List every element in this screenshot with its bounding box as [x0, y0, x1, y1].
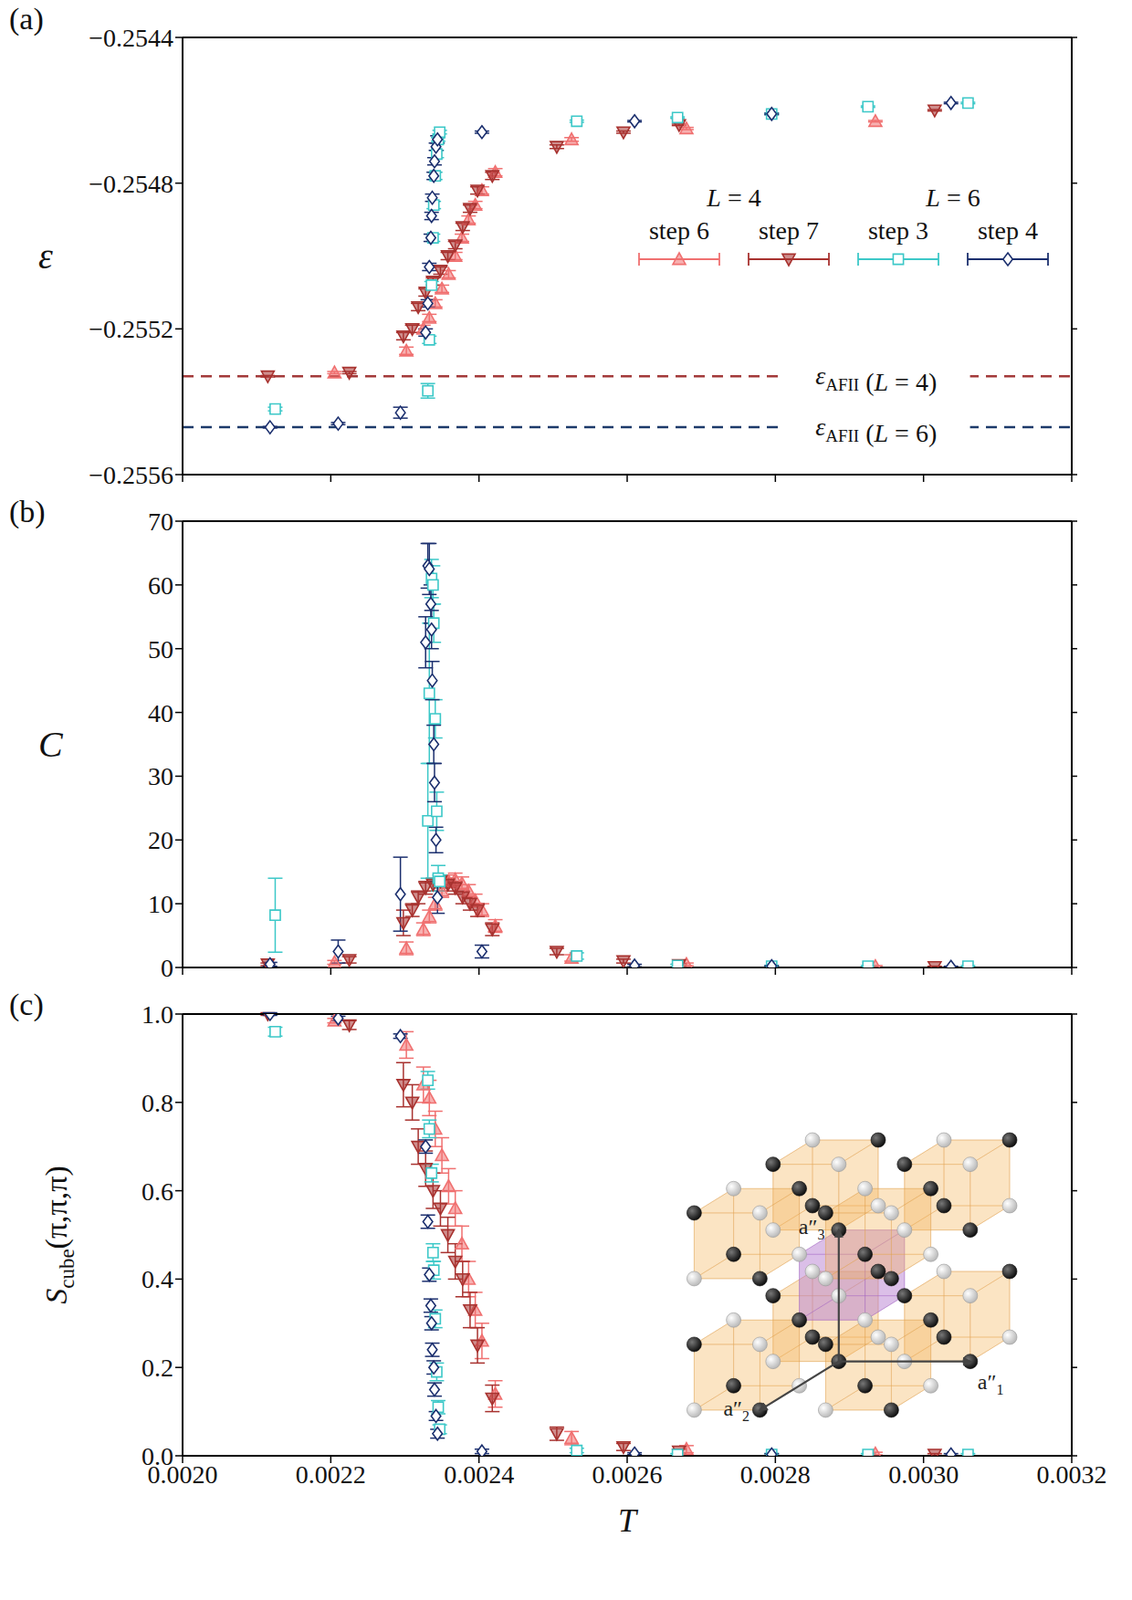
- svg-text:70: 70: [147, 507, 174, 536]
- svg-text:1.0: 1.0: [141, 1000, 174, 1029]
- svg-text:εAFII (L = 4): εAFII (L = 4): [815, 361, 937, 397]
- svg-text:0.4: 0.4: [141, 1265, 174, 1294]
- html-text:(b): (b): [9, 494, 46, 529]
- html-text:(π,π,π): (π,π,π): [39, 1165, 74, 1250]
- svg-text:0: 0: [160, 953, 174, 983]
- html-text:step 7: step 7: [758, 216, 819, 245]
- html-text:L = 6: L = 6: [925, 183, 981, 212]
- html-text:cube: cube: [55, 1249, 79, 1289]
- svg-text:0.6: 0.6: [141, 1177, 174, 1206]
- html-text:step 6: step 6: [648, 216, 710, 245]
- svg-text:30: 30: [147, 762, 174, 791]
- svg-text:20: 20: [147, 826, 174, 855]
- svg-text:a″2: a″2: [723, 1396, 750, 1425]
- svg-text:0.0: 0.0: [141, 1442, 174, 1471]
- svg-text:−0.2544: −0.2544: [88, 23, 174, 53]
- svg-text:0.0026: 0.0026: [592, 1460, 663, 1489]
- html-text:(c): (c): [9, 987, 44, 1022]
- html-text:(a): (a): [9, 1, 44, 36]
- svg-text:εAFII (L = 6): εAFII (L = 6): [815, 412, 937, 448]
- svg-text:−0.2556: −0.2556: [88, 461, 174, 490]
- html-text:T: T: [618, 1502, 637, 1540]
- html-text:step 4: step 4: [977, 216, 1038, 245]
- svg-text:0.8: 0.8: [141, 1089, 174, 1118]
- svg-text:40: 40: [147, 699, 174, 728]
- html-text:step 3: step 3: [868, 216, 929, 245]
- svg-text:60: 60: [147, 571, 174, 600]
- svg-text:−0.2548: −0.2548: [88, 169, 174, 199]
- svg-text:0.0024: 0.0024: [443, 1460, 514, 1489]
- svg-text:0.0028: 0.0028: [740, 1460, 811, 1489]
- html-text:C: C: [38, 723, 63, 765]
- svg-text:50: 50: [147, 635, 174, 664]
- svg-text:10: 10: [147, 890, 174, 919]
- svg-text:0.0032: 0.0032: [1037, 1460, 1108, 1489]
- svg-text:0.0020: 0.0020: [147, 1460, 218, 1489]
- svg-text:a″1: a″1: [977, 1370, 1005, 1398]
- html-text:S: S: [39, 1288, 74, 1305]
- svg-text:a″3: a″3: [798, 1215, 826, 1243]
- html-text:L = 4: L = 4: [706, 183, 762, 212]
- svg-text:0.0022: 0.0022: [295, 1460, 367, 1489]
- svg-text:0.0030: 0.0030: [888, 1460, 959, 1489]
- svg-text:0.2: 0.2: [141, 1353, 174, 1383]
- svg-text:−0.2552: −0.2552: [88, 314, 174, 344]
- html-text:ε: ε: [38, 235, 53, 277]
